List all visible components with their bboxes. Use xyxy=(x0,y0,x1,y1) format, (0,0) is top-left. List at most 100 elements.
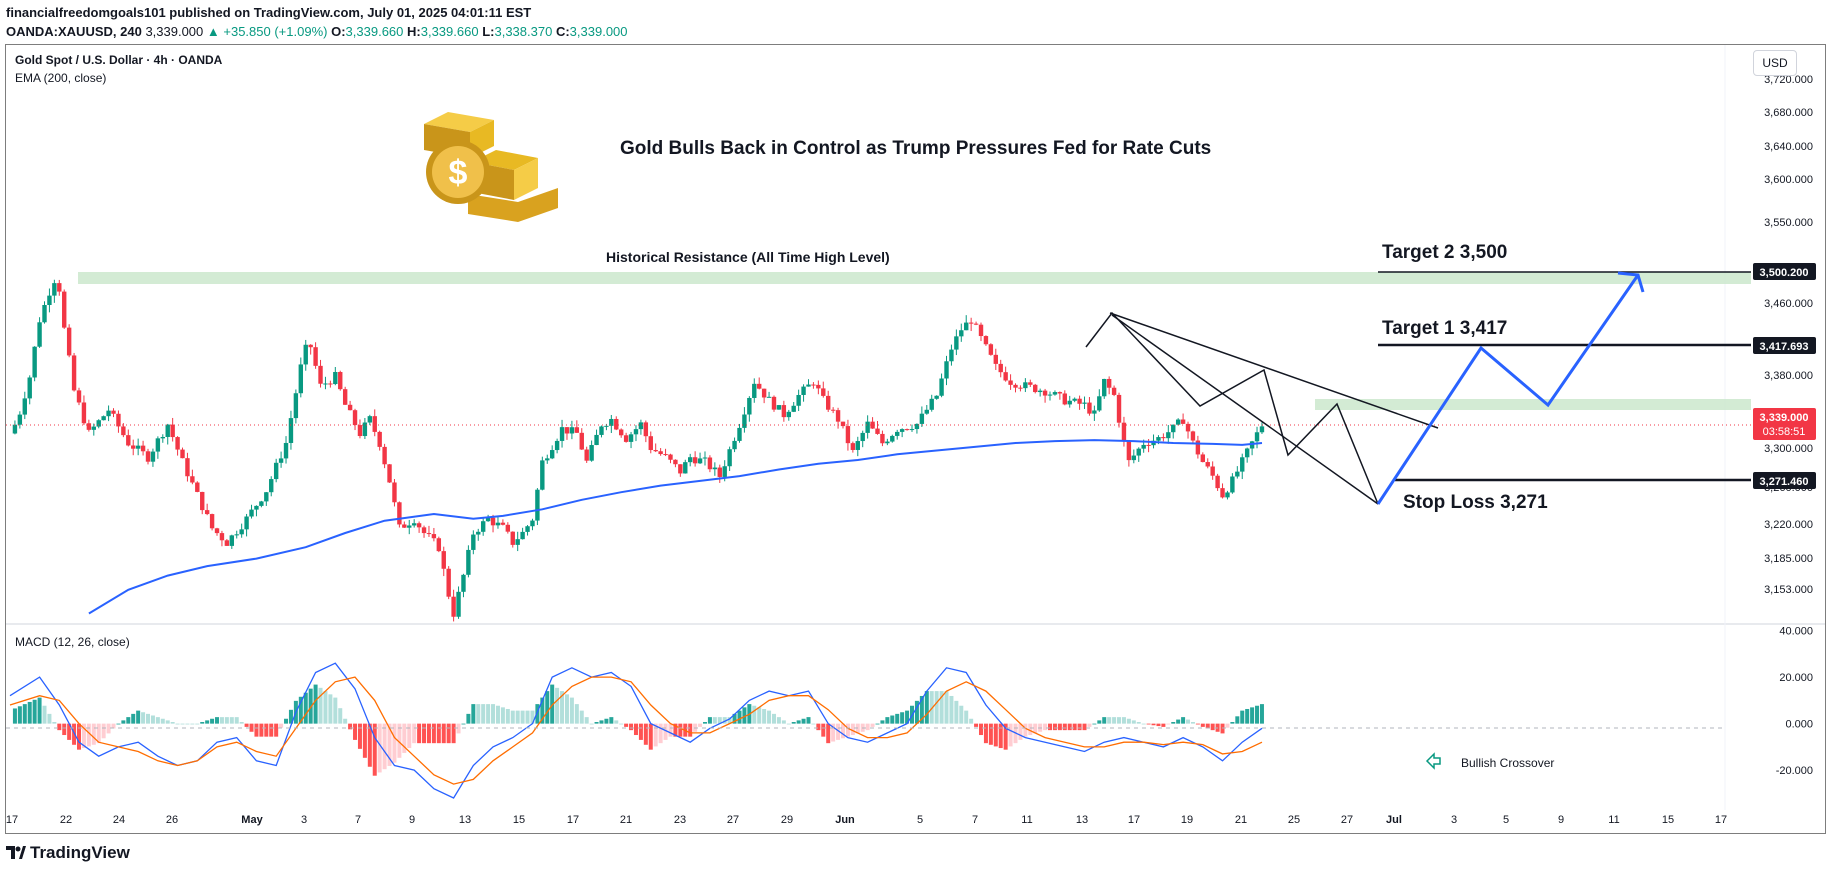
macd-histogram-bar xyxy=(1102,717,1107,724)
macd-histogram-bar xyxy=(880,720,885,724)
macd-histogram-bar xyxy=(42,705,47,724)
candle-body xyxy=(909,429,915,431)
candle-body xyxy=(1190,431,1196,441)
candle-body xyxy=(219,533,225,541)
macd-histogram-bar xyxy=(914,700,919,724)
candle-body xyxy=(811,384,816,386)
macd-histogram-bar xyxy=(116,723,121,725)
symbol-label: OANDA:XAUUSD, 240 xyxy=(6,24,142,39)
falling-wedge xyxy=(1085,311,1439,505)
macd-histogram-bar xyxy=(244,723,249,727)
candle-body xyxy=(722,466,727,477)
macd-histogram-bar xyxy=(77,723,82,750)
candle-body xyxy=(1259,426,1265,433)
time-axis-label: 27 xyxy=(1341,814,1353,826)
publish-info: financialfreedomgoals101 published on Tr… xyxy=(6,5,531,20)
candle-body xyxy=(880,433,885,444)
candle-body xyxy=(17,414,23,425)
candle-body xyxy=(840,421,846,427)
candle-body xyxy=(781,405,787,418)
macd-histogram-bar xyxy=(1195,723,1200,725)
macd-histogram-bar xyxy=(12,708,17,724)
candle-body xyxy=(471,534,476,550)
candle-body xyxy=(890,435,895,442)
candle-body xyxy=(816,384,821,389)
candle-body xyxy=(42,305,47,323)
macd-histogram-bar xyxy=(353,723,358,740)
macd-histogram-bar xyxy=(564,694,569,724)
candle-body xyxy=(209,514,215,529)
macd-histogram-bar xyxy=(27,701,32,724)
macd-histogram-bar xyxy=(431,723,436,744)
svg-text:$: $ xyxy=(449,154,468,192)
candle-body xyxy=(988,344,994,355)
macd-histogram-bar xyxy=(964,710,969,724)
time-axis-label: 5 xyxy=(1503,814,1509,826)
low-value: 3,338.370 xyxy=(494,24,553,39)
macd-histogram-bar xyxy=(707,717,712,724)
candle-body xyxy=(323,383,328,385)
macd-histogram-bar xyxy=(801,718,806,724)
macd-histogram-bar xyxy=(402,723,407,753)
macd-histogram-bar xyxy=(1048,723,1053,731)
macd-histogram-bar xyxy=(574,704,579,724)
candle-body xyxy=(949,349,954,362)
candle-body xyxy=(121,426,126,436)
macd-histogram-bar xyxy=(313,684,318,724)
macd-line xyxy=(9,662,1263,799)
candle-body xyxy=(1240,457,1245,472)
macd-axis-labels: 40.000 20.000 0.000 -20.000 xyxy=(1776,626,1813,777)
macd-histogram-bar xyxy=(732,713,737,724)
candle-body xyxy=(993,354,998,364)
macd-histogram-bar xyxy=(1107,717,1112,724)
macd-histogram-bar xyxy=(180,723,185,725)
macd-histogram-bar xyxy=(535,704,540,724)
currency-button[interactable]: USD xyxy=(1753,50,1797,76)
candle-body xyxy=(91,426,96,430)
candle-body xyxy=(264,492,269,502)
candle-body xyxy=(254,505,259,510)
candle-body xyxy=(1116,394,1122,423)
macd-histogram-bar xyxy=(924,691,929,724)
candle-body xyxy=(1195,440,1201,455)
candle-body xyxy=(954,336,959,350)
candle-body xyxy=(978,324,984,337)
candle-body xyxy=(1111,387,1117,395)
candle-body xyxy=(224,540,230,546)
macd-histogram-bar xyxy=(392,723,397,763)
candle-body xyxy=(234,534,239,536)
macd-histogram-bar xyxy=(377,723,382,773)
price-axis-label: 3,153.000 xyxy=(1764,584,1813,596)
candle-body xyxy=(259,501,264,506)
high-label: H: xyxy=(407,24,421,39)
candle-body xyxy=(357,425,363,437)
macd-histogram-bar xyxy=(1028,723,1033,736)
price-axis-label: 3,185.000 xyxy=(1764,553,1813,565)
macd-histogram-bar xyxy=(96,723,101,744)
price-axis-label: 3,460.000 xyxy=(1764,298,1813,310)
macd-histogram-bar xyxy=(1131,720,1136,724)
macd-histogram-bar xyxy=(269,723,274,737)
resistance-zone xyxy=(78,272,1751,284)
candle-body xyxy=(1225,492,1230,498)
candle-body xyxy=(668,454,673,460)
macd-histogram-bar xyxy=(845,723,850,737)
time-axis-label: 17 xyxy=(567,814,579,826)
candle-body xyxy=(520,531,525,540)
low-label: L: xyxy=(482,24,495,39)
macd-histogram-bar xyxy=(323,691,328,724)
price-axis-label: 3,220.000 xyxy=(1764,519,1813,531)
candle-body xyxy=(204,510,210,515)
candle-body xyxy=(1067,400,1072,405)
candle-body xyxy=(826,395,831,410)
candle-body xyxy=(269,479,274,493)
macd-histogram-bar xyxy=(1255,705,1260,724)
macd-histogram-bar xyxy=(629,723,634,731)
legend-ema: EMA (200, close) xyxy=(15,71,106,85)
candle-body xyxy=(934,395,939,399)
macd-histogram-bar xyxy=(131,713,136,724)
macd-histogram-bar xyxy=(481,704,486,724)
time-axis-label: 11 xyxy=(1021,814,1032,826)
macd-histogram-bar xyxy=(742,707,747,724)
